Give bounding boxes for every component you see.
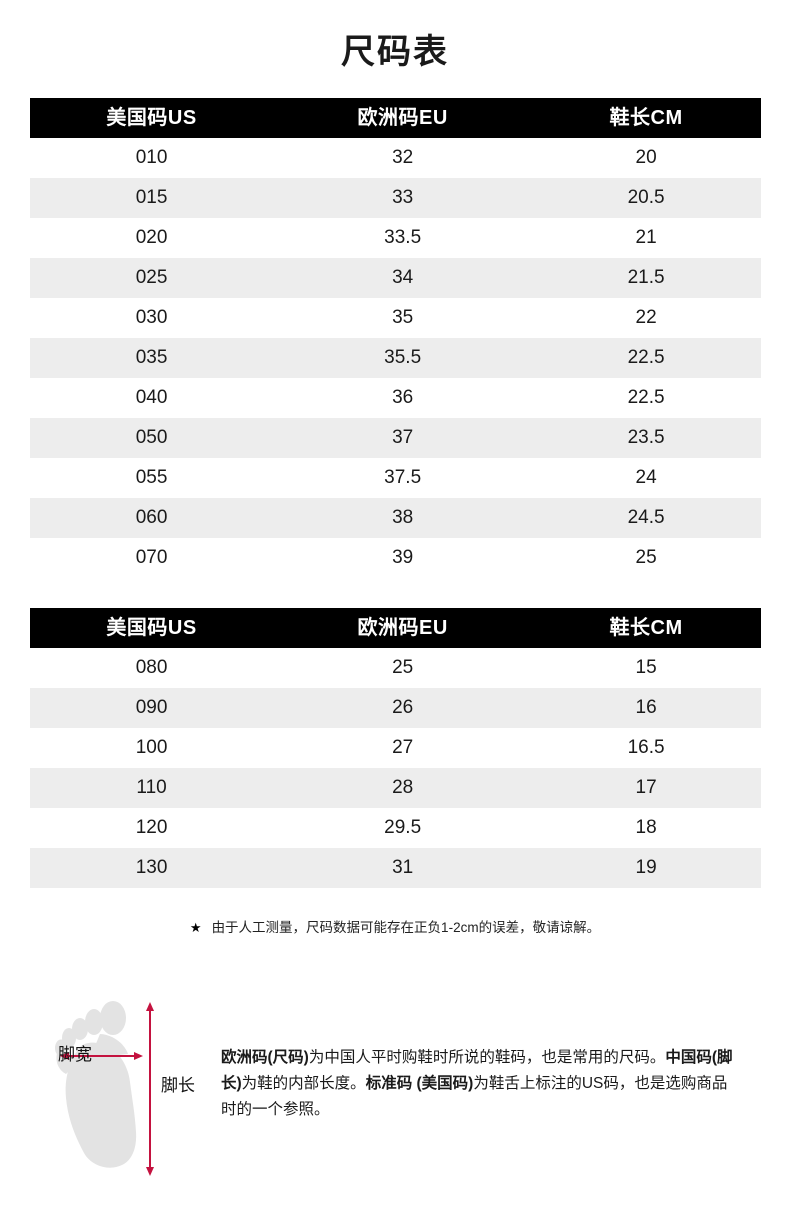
table-row: 060 38 24.5 <box>29 498 761 538</box>
cell-us: 070 <box>29 538 274 578</box>
cell-cm: 19 <box>531 848 761 888</box>
cell-cm: 20.5 <box>531 178 761 218</box>
table-header-row: 美国码US 欧洲码EU 鞋长CM <box>29 98 761 138</box>
desc-bold-eu: 欧洲码(尺码) <box>221 1049 309 1066</box>
cell-us: 015 <box>29 178 274 218</box>
table-row: 040 36 22.5 <box>29 378 761 418</box>
header-eu: 欧洲码EU <box>273 608 532 648</box>
cell-eu: 28 <box>273 768 532 808</box>
cell-eu: 33 <box>273 178 532 218</box>
table-row: 015 33 20.5 <box>29 178 761 218</box>
cell-eu: 25 <box>273 648 532 688</box>
table-row: 030 35 22 <box>29 298 761 338</box>
cell-us: 130 <box>29 848 274 888</box>
desc-text-4: US码，也是选购商品时的一个参照。 <box>221 1075 728 1118</box>
foot-length-arrow <box>146 1002 154 1176</box>
cell-eu: 34 <box>273 258 532 298</box>
cell-eu: 35.5 <box>273 338 532 378</box>
table-row: 100 27 16.5 <box>29 728 761 768</box>
cell-eu: 33.5 <box>273 218 532 258</box>
cell-cm: 18 <box>531 808 761 848</box>
foot-width-label: 脚宽 <box>58 1045 92 1064</box>
adult-size-table: 美国码US 欧洲码EU 鞋长CM 010 32 20 015 33 20.5 0… <box>29 98 761 578</box>
cell-eu: 37 <box>273 418 532 458</box>
cell-us: 120 <box>29 808 274 848</box>
cell-us: 035 <box>29 338 274 378</box>
cell-eu: 39 <box>273 538 532 578</box>
cell-cm: 22.5 <box>531 378 761 418</box>
table-row: 035 35.5 22.5 <box>29 338 761 378</box>
cell-eu: 36 <box>273 378 532 418</box>
cell-us: 110 <box>29 768 274 808</box>
cell-eu: 27 <box>273 728 532 768</box>
cell-cm: 24 <box>531 458 761 498</box>
foot-length-label: 脚长 <box>161 1076 195 1095</box>
cell-us: 050 <box>29 418 274 458</box>
cell-cm: 17 <box>531 768 761 808</box>
cell-eu: 32 <box>273 138 532 178</box>
kids-size-table: 美国码US 欧洲码EU 鞋长CM 080 25 15 090 26 16 100… <box>29 608 761 888</box>
table-row: 080 25 15 <box>29 648 761 688</box>
cell-us: 025 <box>29 258 274 298</box>
table-row: 120 29.5 18 <box>29 808 761 848</box>
desc-text-3: 为鞋舌上标注的 <box>473 1075 582 1092</box>
cell-us: 080 <box>29 648 274 688</box>
table-row: 090 26 16 <box>29 688 761 728</box>
cell-us: 030 <box>29 298 274 338</box>
cell-us: 055 <box>29 458 274 498</box>
cell-us: 060 <box>29 498 274 538</box>
cell-cm: 22 <box>531 298 761 338</box>
table-row: 010 32 20 <box>29 138 761 178</box>
desc-bold-us: 标准码 (美国码) <box>365 1075 474 1092</box>
foot-width-arrow <box>60 1052 143 1060</box>
cell-eu: 29.5 <box>273 808 532 848</box>
desc-text-2: 为鞋的内部长度。 <box>241 1075 366 1092</box>
cell-us: 020 <box>29 218 274 258</box>
foot-silhouette <box>55 1001 137 1168</box>
cell-eu: 38 <box>273 498 532 538</box>
cell-cm: 16 <box>531 688 761 728</box>
table-row: 055 37.5 24 <box>29 458 761 498</box>
cell-cm: 21 <box>531 218 761 258</box>
table-row: 025 34 21.5 <box>29 258 761 298</box>
page-title: 尺码表 <box>341 33 449 71</box>
table-header-row: 美国码US 欧洲码EU 鞋长CM <box>29 608 761 648</box>
header-eu: 欧洲码EU <box>273 98 532 138</box>
cell-cm: 22.5 <box>531 338 761 378</box>
header-cm: 鞋长CM <box>531 98 761 138</box>
measurement-footnote: ★ 由于人工测量，尺码数据可能存在正负1-2cm的误差，敬请谅解。 <box>0 918 790 938</box>
cell-eu: 31 <box>273 848 532 888</box>
cell-cm: 20 <box>531 138 761 178</box>
cell-cm: 21.5 <box>531 258 761 298</box>
cell-cm: 16.5 <box>531 728 761 768</box>
header-cm: 鞋长CM <box>531 608 761 648</box>
table-row: 110 28 17 <box>29 768 761 808</box>
cell-us: 010 <box>29 138 274 178</box>
cell-us: 090 <box>29 688 274 728</box>
desc-bold-cn: 中国码(脚长) <box>221 1049 733 1092</box>
header-us: 美国码US <box>29 98 274 138</box>
table-row: 130 31 19 <box>29 848 761 888</box>
cell-eu: 37.5 <box>273 458 532 498</box>
footnote-text: 由于人工测量，尺码数据可能存在正负1-2cm的误差，敬请谅解。 <box>211 920 601 935</box>
desc-text-1: 为中国人平时购鞋时所说的鞋码，也是常用的尺码。 <box>308 1049 666 1066</box>
cell-cm: 15 <box>531 648 761 688</box>
cell-cm: 24.5 <box>531 498 761 538</box>
header-us: 美国码US <box>29 608 274 648</box>
table-row: 070 39 25 <box>29 538 761 578</box>
star-icon: ★ <box>189 920 202 935</box>
table-row: 050 37 23.5 <box>29 418 761 458</box>
cell-us: 100 <box>29 728 274 768</box>
cell-cm: 23.5 <box>531 418 761 458</box>
cell-cm: 25 <box>531 538 761 578</box>
foot-diagram-graphic <box>40 998 215 1178</box>
size-description-text: 欧洲码(尺码)为中国人平时购鞋时所说的鞋码，也是常用的尺码。中国码(脚长)为鞋的… <box>221 1045 741 1123</box>
cell-eu: 35 <box>273 298 532 338</box>
cell-us: 040 <box>29 378 274 418</box>
cell-eu: 26 <box>273 688 532 728</box>
table-row: 020 33.5 21 <box>29 218 761 258</box>
